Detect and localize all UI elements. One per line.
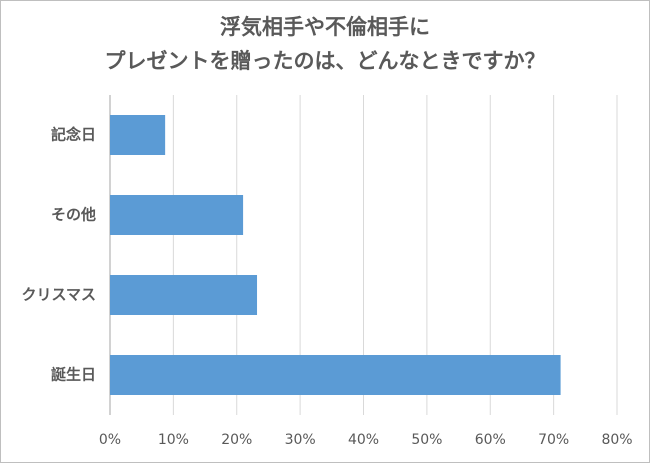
x-tick-label: 10% (158, 432, 189, 448)
x-tick-label: 70% (538, 432, 569, 448)
bar (110, 115, 166, 155)
bar (110, 355, 561, 395)
chart-title: 浮気相手や不倫相手に (220, 15, 430, 39)
y-tick-label: その他 (51, 206, 96, 224)
y-tick-label: クリスマス (21, 286, 96, 304)
bar (110, 195, 244, 235)
y-tick-label: 誕生日 (51, 366, 96, 384)
x-tick-label: 0% (99, 432, 121, 448)
x-tick-label: 80% (601, 432, 632, 448)
chart-title: プレゼントを贈ったのは、どんなときですか？ (105, 49, 546, 73)
x-tick-label: 60% (475, 432, 506, 448)
x-tick-label: 30% (285, 432, 316, 448)
bar (110, 275, 258, 315)
x-tick-label: 40% (348, 432, 379, 448)
x-tick-label: 20% (221, 432, 252, 448)
y-tick-label: 記念日 (51, 126, 96, 144)
x-tick-label: 50% (411, 432, 442, 448)
